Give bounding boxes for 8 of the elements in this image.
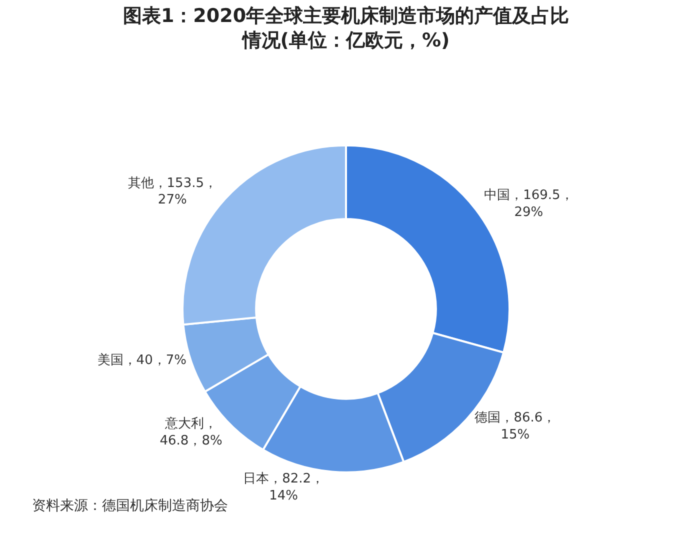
text: 资料来源：德国机床制造商协会 xyxy=(32,498,228,514)
slice-label: 意大利， 46.8，8% xyxy=(160,416,222,448)
slice-label: 中国，169.5， 29% xyxy=(484,188,574,220)
chart-title: 图表1：2020年全球主要机床制造市场的产值及占比情况(单位：亿欧元，%) xyxy=(122,4,570,52)
slice-label: 其他，153.5， 27% xyxy=(128,176,217,208)
slice-label: 德国，86.6， 15% xyxy=(474,410,556,442)
slice-label: 美国，40，7% xyxy=(97,352,186,368)
slice-label: 日本，82.2， 14% xyxy=(243,472,324,504)
